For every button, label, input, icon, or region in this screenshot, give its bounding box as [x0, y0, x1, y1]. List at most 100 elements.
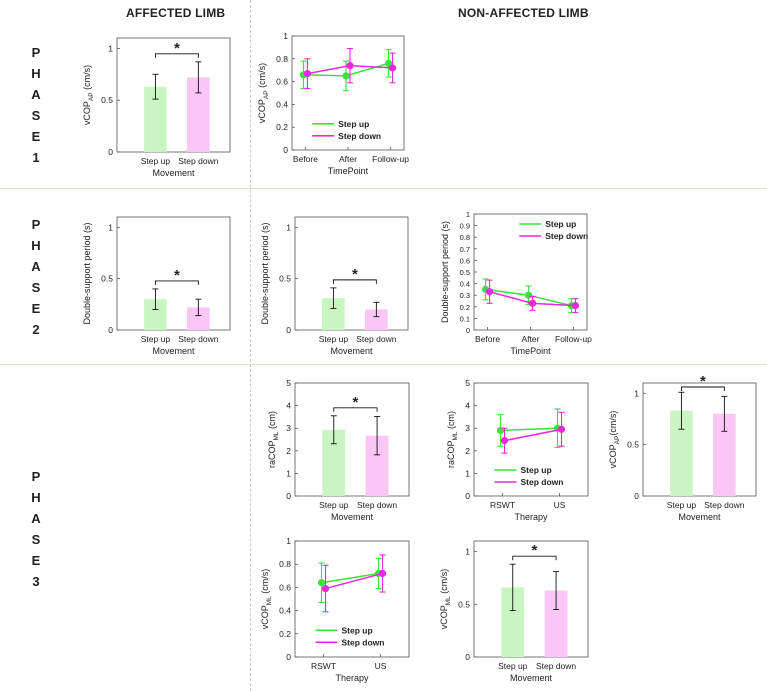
x-tick-label-step-up: Step up: [667, 500, 697, 510]
y-tick-label: 1: [465, 547, 470, 557]
bar-step-down: [713, 413, 736, 496]
legend-label-step-down: Step down: [521, 477, 564, 487]
y-tick-label: 2: [465, 446, 470, 456]
point-step-down-follow-up: [571, 302, 580, 310]
chart-p2-nonaffected-double-support-movement: 0 0.5 1 Step up Step down Movement Double-supp…: [260, 216, 409, 356]
bar-step-up: [322, 298, 345, 330]
non-affected-limb-title: NON-AFFECTED LIMB: [458, 6, 589, 20]
x-axis-label: Movement: [510, 673, 553, 683]
y-axis-label: vCOPML (cm/s): [260, 569, 273, 630]
x-tick-label-rswt: RSWT: [490, 500, 515, 510]
y-tick-label: 5: [465, 378, 470, 388]
significance-star: *: [174, 40, 180, 57]
x-tick-label-step-down: Step down: [356, 334, 396, 344]
y-tick-label: 1: [286, 222, 291, 232]
chart-p3-nonaffected-racop-ml-therapy: 0 1 2 3 4 5 RSWT US Therapy raCOPML (cm) Step up St…: [446, 378, 589, 522]
significance-bracket: [512, 555, 557, 561]
column-divider: [250, 0, 251, 691]
y-tick-label: 1: [286, 468, 291, 478]
y-tick-label: 1: [108, 222, 113, 232]
plot-frame: [116, 37, 231, 153]
significance-bracket: [333, 407, 378, 412]
series-line-step-up: [321, 572, 379, 584]
y-tick-label: 0.9: [460, 222, 470, 231]
y-tick-label: 3: [465, 423, 470, 433]
bar-step-up: [144, 86, 167, 152]
x-tick-label-follow-up: Follow-up: [372, 154, 409, 164]
series-line-step-down: [504, 428, 562, 442]
bar-step-down: [365, 435, 389, 496]
y-tick-label: 1: [634, 388, 639, 398]
point-step-down-us: [378, 569, 387, 578]
y-tick-label: 0.1: [460, 314, 470, 323]
y-tick-label: 0: [465, 491, 470, 501]
x-axis-label: Therapy: [514, 512, 548, 522]
point-step-down-before: [485, 288, 494, 296]
x-tick-label-step-down: Step down: [178, 156, 218, 166]
y-tick-label: 1: [283, 31, 288, 41]
point-step-down-after: [528, 299, 537, 307]
bar-step-up: [501, 587, 525, 657]
x-axis-label: Movement: [152, 346, 195, 356]
x-axis-label: Movement: [152, 168, 195, 178]
y-tick-label: 0: [108, 325, 113, 335]
y-axis-label: vCOPAP (cm/s): [257, 63, 270, 123]
x-tick-label-step-up: Step up: [319, 500, 349, 510]
point-step-down-rswt: [500, 437, 509, 445]
point-step-down-us: [557, 425, 566, 433]
legend-label-step-up: Step up: [342, 625, 373, 635]
legend-label-step-up: Step up: [521, 465, 552, 475]
point-step-down-before: [303, 70, 312, 78]
x-tick-label-step-up: Step up: [141, 334, 171, 344]
plot-frame: [116, 216, 231, 331]
plot-frame: [291, 35, 405, 151]
plot-frame: [294, 216, 409, 331]
x-tick-label-step-up: Step up: [319, 334, 349, 344]
x-tick-label-after: After: [339, 154, 357, 164]
y-axis-label: raCOPML (cm): [446, 411, 459, 468]
y-tick-label: 0.3: [460, 291, 470, 300]
y-tick-label: 5: [286, 378, 291, 388]
chart-p3-nonaffected-vcop-ap-movement: 0 0.5 1 Step up Step down Movement vCOPAP(cm/s…: [608, 373, 757, 522]
x-tick-label-before: Before: [475, 334, 500, 344]
y-tick-label: 0.4: [279, 606, 291, 616]
point-step-down-rswt: [321, 584, 330, 593]
x-axis-label: Movement: [331, 512, 374, 522]
bar-step-up: [670, 410, 693, 496]
bar-step-down: [544, 590, 568, 657]
point-step-down-after: [346, 62, 354, 70]
series-line-step-up: [500, 427, 558, 432]
y-tick-label: 4: [286, 401, 291, 411]
significance-bracket: [680, 386, 725, 391]
y-tick-label: 2: [286, 446, 291, 456]
x-tick-label-before: Before: [293, 154, 318, 164]
y-tick-label: 0.5: [101, 274, 113, 284]
affected-limb-title: AFFECTED LIMB: [126, 6, 226, 20]
y-axis-label: vCOPAP (cm/s): [82, 65, 95, 125]
y-tick-label: 0.2: [279, 629, 291, 639]
x-tick-label-step-up: Step up: [498, 661, 528, 671]
point-step-up-rswt: [317, 579, 326, 587]
plot-frame: [473, 382, 589, 497]
significance-bracket: [332, 279, 377, 284]
chart-p2-nonaffected-double-support-timepoint: 0 0.1 0.2 0.3 0.4 0.5 0.6 0.7 0.8 0.9 1 Before After…: [440, 210, 592, 356]
bar-step-down: [187, 77, 210, 152]
y-tick-label: 0.6: [276, 77, 288, 87]
y-axis-label: Double-support period (s): [260, 222, 270, 324]
y-tick-label: 0.2: [276, 122, 288, 132]
x-axis-label: Movement: [678, 512, 721, 522]
plot-frame: [294, 382, 410, 497]
plot-frame: [642, 382, 757, 497]
x-axis-label: TimePoint: [328, 166, 369, 176]
y-tick-label: 0.5: [101, 95, 113, 105]
chart-p3-nonaffected-vcop-ml-therapy: 0 0.2 0.4 0.6 0.8 1 RSWT US Therapy vCOPML (cm/s)…: [260, 536, 410, 683]
plot-frame: [473, 540, 589, 658]
bar-step-down: [365, 309, 388, 330]
x-tick-label-step-down: Step down: [536, 661, 576, 671]
plot-frame: [294, 540, 410, 658]
chart-p3-nonaffected-vcop-ml-movement: 0 0.5 1 Step up Step down Movement vCOPML (cm/…: [439, 540, 589, 683]
x-tick-label-step-up: Step up: [141, 156, 171, 166]
y-tick-label: 0.5: [460, 268, 470, 277]
y-tick-label: 0.8: [460, 233, 470, 242]
